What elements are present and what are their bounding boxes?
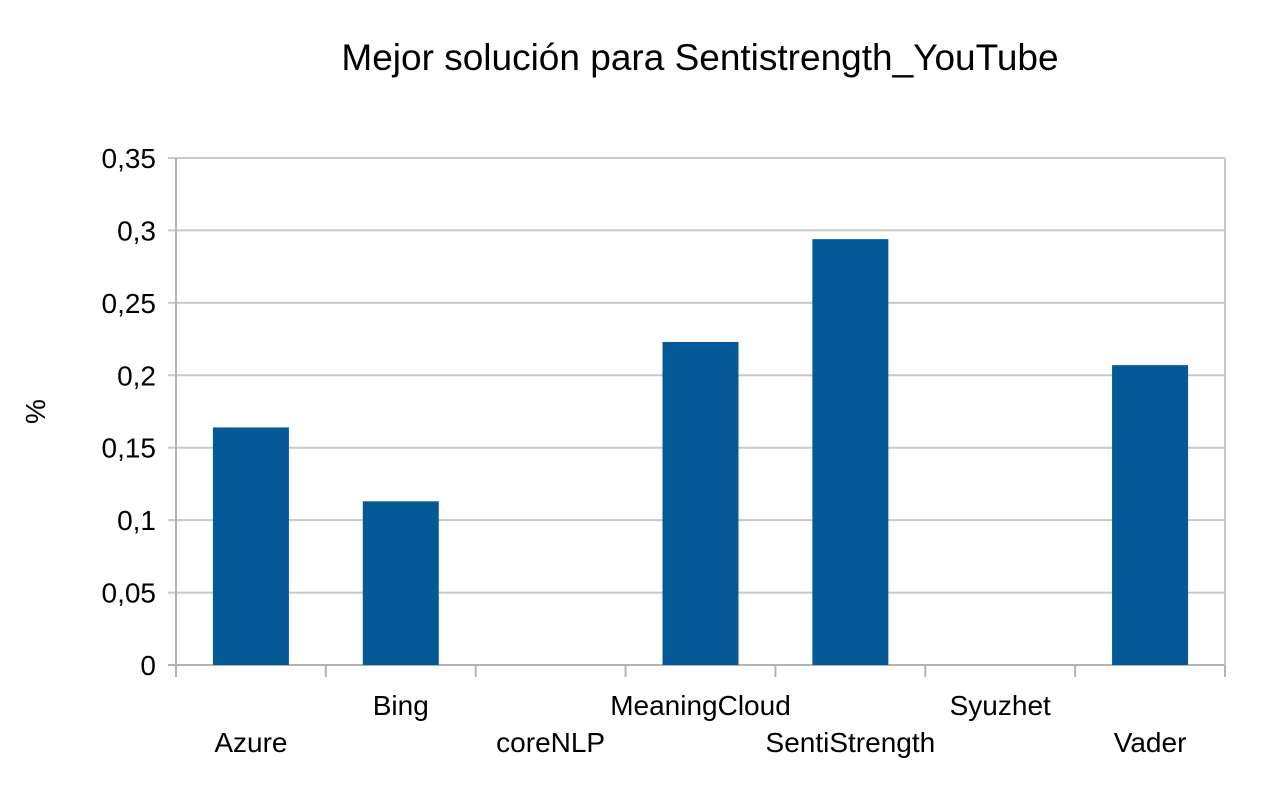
chart-title: Mejor solución para Sentistrength_YouTub… [341,37,1058,78]
x-tick-label: Bing [373,690,429,721]
y-tick-label: 0,15 [102,433,157,464]
bar-vader [1112,365,1189,665]
x-tick-label: MeaningCloud [610,690,791,721]
axes [175,158,1226,677]
bars [212,239,1189,665]
bar-bing [362,501,439,665]
y-axis-label: % [20,399,51,424]
bar-meaningcloud [662,341,739,665]
x-tick-label: Azure [214,727,287,758]
y-tick-label: 0,25 [102,288,157,319]
bar-sentistrength [812,239,889,665]
x-tick-label: coreNLP [496,727,605,758]
y-tick-label: 0,1 [117,505,156,536]
x-tick-label: Syuzhet [950,690,1051,721]
y-tick-label: 0,3 [117,215,156,246]
y-tick-label: 0,35 [102,143,157,174]
x-tick-label: SentiStrength [766,727,936,758]
x-tick-label: Vader [1114,727,1187,758]
bar-azure [212,427,289,665]
y-tick-labels: 0 0,05 0,1 0,15 0,2 0,25 0,3 0,35 [102,143,157,681]
y-tick-label: 0,05 [102,578,157,609]
y-tick-label: 0 [140,650,156,681]
y-tick-label: 0,2 [117,360,156,391]
